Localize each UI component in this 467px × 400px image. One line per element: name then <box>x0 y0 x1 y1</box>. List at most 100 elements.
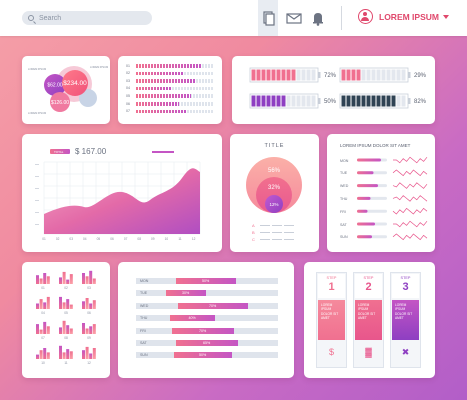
battery-segment <box>356 95 361 107</box>
venn-legend-line <box>272 231 282 233</box>
battery-segment <box>281 95 286 107</box>
percent-value: 70% <box>199 328 207 333</box>
battery-segment <box>251 69 256 81</box>
venn-legend-label: B <box>252 230 255 235</box>
battery-segment <box>351 69 356 81</box>
battery-segment <box>356 69 361 81</box>
document-icon[interactable] <box>258 8 278 28</box>
mini-bar <box>69 328 73 334</box>
x-tick-label: 10 <box>165 237 169 241</box>
row-label: 05 <box>126 93 130 98</box>
step-header <box>355 274 382 298</box>
battery-segment <box>386 69 391 81</box>
mini-bar-label: 05 <box>64 311 68 315</box>
x-tick-label: 03 <box>69 237 73 241</box>
battery-value-1: 72% <box>324 73 337 79</box>
bubble-label-3: LOREM IPSUM <box>28 111 46 115</box>
mini-bars-panel: 01 02 03 04 05 06 07 08 09 10 11 12 <box>22 262 110 378</box>
percent-bar <box>166 290 206 297</box>
percent-value: 50% <box>202 279 210 283</box>
percent-day-label: TUE <box>140 291 148 296</box>
mini-bar <box>92 324 96 334</box>
row-label: 04 <box>126 86 130 91</box>
x-tick-label: 09 <box>151 237 155 241</box>
venn-legend-line <box>284 224 294 226</box>
wave-line <box>392 233 428 241</box>
venn-title: TITLE <box>264 143 285 149</box>
battery-tip <box>318 98 321 104</box>
battery-segment <box>346 69 351 81</box>
wave-line <box>392 169 428 177</box>
wave-day-label: TUE <box>340 171 348 176</box>
bell-icon[interactable] <box>308 8 328 28</box>
y-tick <box>35 212 39 213</box>
x-tick-label: 04 <box>83 237 87 241</box>
step-label: STEP <box>326 276 337 280</box>
mini-bar <box>62 352 66 359</box>
row-label: 01 <box>126 63 130 68</box>
battery-segment <box>276 95 281 107</box>
battery-segment <box>286 95 291 107</box>
mini-bar-label: 07 <box>41 336 45 340</box>
percent-day-label: MON <box>140 279 149 283</box>
wave-fill <box>357 171 374 175</box>
step-number: 1 <box>328 281 335 293</box>
battery-segment <box>361 69 366 81</box>
battery-segment <box>381 69 386 81</box>
step-label: STEP <box>400 276 411 280</box>
wave-fill <box>357 209 368 213</box>
mini-bar <box>43 321 47 334</box>
percent-bar <box>174 352 232 359</box>
battery-segment <box>301 95 306 107</box>
mini-bar <box>36 303 39 309</box>
mini-bar <box>89 326 93 334</box>
battery-segment <box>251 95 256 107</box>
battery-tip <box>408 72 411 78</box>
mini-bar <box>85 346 89 359</box>
battery-segment <box>396 95 401 107</box>
mini-bar <box>85 298 89 309</box>
battery-segment <box>291 69 296 81</box>
battery-segment <box>341 69 346 81</box>
wave-line <box>393 156 428 164</box>
y-tick <box>35 164 39 165</box>
mini-bar <box>66 349 70 359</box>
mini-bar <box>89 303 93 309</box>
mini-bar-label: 08 <box>64 336 68 340</box>
y-tick <box>35 200 39 201</box>
battery-segment <box>391 69 396 81</box>
battery-tip <box>408 98 411 104</box>
venn-legend-line <box>284 238 294 240</box>
mini-bar <box>66 325 70 334</box>
mail-icon[interactable] <box>284 8 304 28</box>
battery-segment <box>351 95 356 107</box>
row-label: 06 <box>126 101 130 106</box>
search-input[interactable]: Search <box>22 11 152 25</box>
bubble-2-value: $234.00 <box>63 80 87 87</box>
mini-bar <box>89 353 93 359</box>
bubble-bg-2 <box>79 89 97 107</box>
bubble-label-2: LOREM IPSUM <box>90 65 108 69</box>
venn-legend-line <box>260 238 270 240</box>
battery-segment <box>256 69 261 81</box>
mini-bar <box>69 274 73 284</box>
percent-day-label: SUN <box>140 353 148 358</box>
mini-bar-label: 11 <box>64 361 68 365</box>
mini-bar <box>46 296 50 309</box>
venn-circle-inner <box>265 195 283 213</box>
y-tick <box>35 188 39 189</box>
battery-segment <box>386 95 391 107</box>
user-name: LOREM IPSUM <box>379 11 439 22</box>
wave-day-label: SUN <box>340 235 348 240</box>
total-badge: TOTAL <box>50 149 70 154</box>
mini-bar-label: 12 <box>87 361 91 365</box>
mini-bar <box>85 328 89 334</box>
factory-icon: ▓ <box>365 347 372 357</box>
mini-bar-charts: 01 02 03 04 05 06 07 08 09 10 11 12 <box>36 270 96 365</box>
mini-bar <box>39 299 43 309</box>
battery-segment <box>341 95 346 107</box>
battery-segment <box>291 95 296 107</box>
user-menu[interactable]: LOREM IPSUM <box>358 9 449 24</box>
venn-legend-line <box>272 238 282 240</box>
